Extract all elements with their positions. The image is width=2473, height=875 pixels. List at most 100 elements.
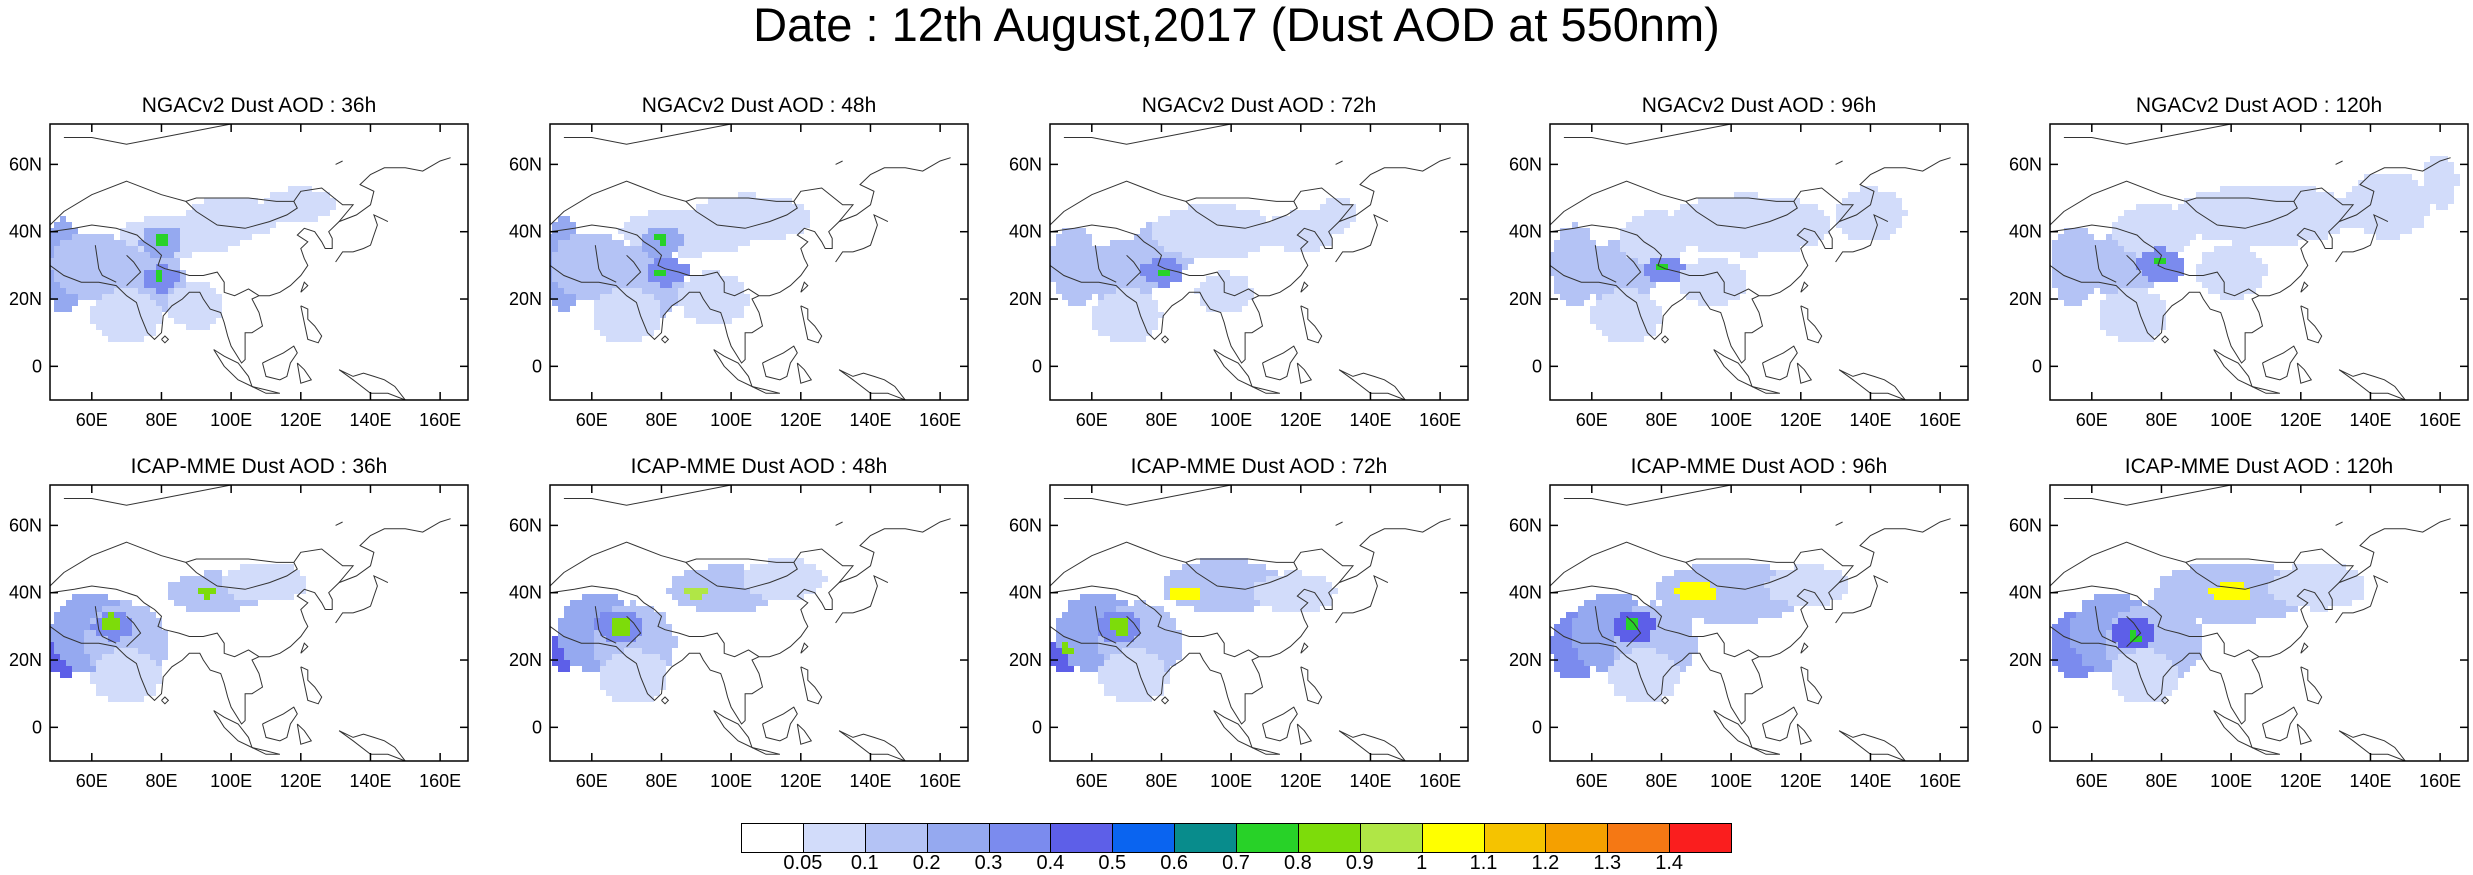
- aod-cell: [180, 222, 186, 228]
- aod-cell: [2112, 324, 2118, 330]
- aod-cell: [1074, 300, 1080, 306]
- aod-cell: [1236, 252, 1242, 258]
- aod-cell: [2370, 180, 2376, 186]
- aod-cell: [618, 300, 624, 306]
- aod-cell: [72, 270, 78, 276]
- aod-cell: [2262, 240, 2268, 246]
- aod-cell: [168, 234, 174, 240]
- coastline-path: [801, 306, 822, 343]
- aod-cell: [2316, 222, 2322, 228]
- aod-cell: [1224, 234, 1230, 240]
- aod-cell: [546, 288, 552, 294]
- aod-cell: [1632, 282, 1638, 288]
- aod-cell: [1110, 264, 1116, 270]
- aod-cell: [558, 246, 564, 252]
- aod-cell: [1650, 318, 1656, 324]
- aod-cell: [690, 312, 696, 318]
- aod-cell: [300, 582, 306, 588]
- aod-cell: [1140, 228, 1146, 234]
- aod-cell: [234, 576, 240, 582]
- aod-cell: [102, 630, 108, 636]
- aod-cell: [132, 294, 138, 300]
- aod-cell: [162, 216, 168, 222]
- aod-cell: [2364, 210, 2370, 216]
- aod-cell: [1860, 234, 1866, 240]
- aod-cell: [2250, 186, 2256, 192]
- aod-cell: [1212, 300, 1218, 306]
- aod-cell: [162, 648, 168, 654]
- lat-tick-label: 0: [2032, 356, 2042, 376]
- aod-cell: [1182, 234, 1188, 240]
- aod-cell: [744, 240, 750, 246]
- aod-cell: [744, 204, 750, 210]
- aod-cell: [1878, 234, 1884, 240]
- aod-cell: [54, 240, 60, 246]
- aod-cell: [210, 600, 216, 606]
- aod-cell: [1224, 204, 1230, 210]
- aod-cell: [246, 582, 252, 588]
- aod-cell: [1236, 282, 1242, 288]
- aod-cell: [192, 246, 198, 252]
- aod-cell: [156, 660, 162, 666]
- aod-cell: [180, 234, 186, 240]
- aod-cell: [570, 600, 576, 606]
- aod-cell: [684, 240, 690, 246]
- aod-cell: [684, 222, 690, 228]
- aod-cell: [1332, 228, 1338, 234]
- aod-cell: [258, 216, 264, 222]
- aod-cell: [324, 204, 330, 210]
- aod-cell: [2106, 318, 2112, 324]
- aod-cell: [1074, 234, 1080, 240]
- aod-cell: [618, 258, 624, 264]
- aod-cell: [1302, 210, 1308, 216]
- aod-cell: [2274, 240, 2280, 246]
- aod-cell: [654, 240, 660, 246]
- aod-cell: [312, 192, 318, 198]
- aod-cell: [2070, 264, 2076, 270]
- aod-cell: [2274, 186, 2280, 192]
- aod-cell: [2136, 318, 2142, 324]
- coastline-path: [801, 282, 808, 292]
- aod-cell: [84, 264, 90, 270]
- aod-cell: [1686, 222, 1692, 228]
- aod-cell: [2226, 186, 2232, 192]
- aod-cell: [762, 204, 768, 210]
- aod-cell: [2160, 324, 2166, 330]
- aod-cell: [1824, 222, 1830, 228]
- aod-cell: [774, 222, 780, 228]
- aod-cell: [1698, 288, 1704, 294]
- aod-cell: [714, 288, 720, 294]
- aod-cell: [1200, 234, 1206, 240]
- aod-cell: [1056, 246, 1062, 252]
- aod-cell: [1746, 198, 1752, 204]
- aod-cell: [108, 318, 114, 324]
- aod-cell: [1650, 222, 1656, 228]
- aod-cell: [126, 246, 132, 252]
- aod-cell: [2238, 192, 2244, 198]
- aod-cell: [2214, 192, 2220, 198]
- aod-cell: [192, 594, 198, 600]
- aod-cell: [768, 204, 774, 210]
- aod-cell: [756, 210, 762, 216]
- aod-cell: [1140, 264, 1146, 270]
- aod-cell: [2232, 288, 2238, 294]
- aod-cell: [2136, 288, 2142, 294]
- aod-cell: [1092, 306, 1098, 312]
- aod-cell: [90, 276, 96, 282]
- aod-cell: [108, 606, 114, 612]
- aod-cell: [2232, 228, 2238, 234]
- aod-cell: [216, 570, 222, 576]
- aod-cell: [1680, 282, 1686, 288]
- aod-cell: [600, 264, 606, 270]
- aod-cell: [114, 318, 120, 324]
- aod-cell: [1698, 246, 1704, 252]
- aod-cell: [1200, 288, 1206, 294]
- aod-cell: [2136, 246, 2142, 252]
- aod-cell: [1080, 282, 1086, 288]
- aod-cell: [1164, 234, 1170, 240]
- aod-cell: [228, 210, 234, 216]
- aod-cell: [594, 240, 600, 246]
- coastline-path: [339, 370, 405, 400]
- aod-cell: [1116, 306, 1122, 312]
